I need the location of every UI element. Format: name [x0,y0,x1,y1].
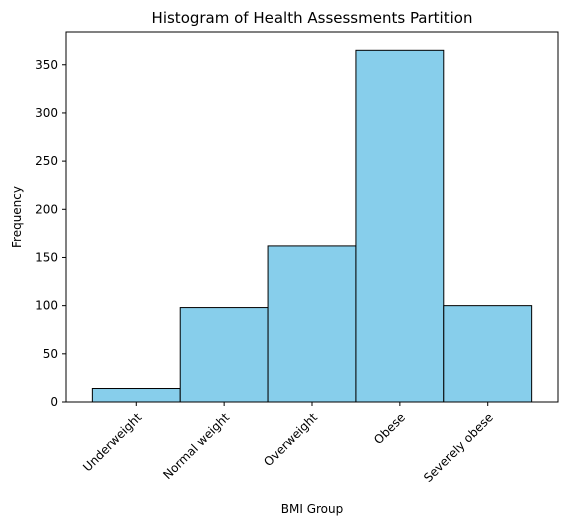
y-tick-label: 50 [43,347,58,361]
x-tick-label: Severely obese [421,410,496,485]
bars-layer [91,49,533,403]
y-tick-label: 350 [35,58,58,72]
y-tick-label: 300 [35,106,58,120]
y-tick-label: 250 [35,154,58,168]
bar-normal-weight [179,307,269,403]
x-axis-label: BMI Group [281,502,343,516]
x-tick-label: Obese [371,410,408,447]
x-tick-label: Normal weight [160,410,232,482]
y-tick-label: 200 [35,202,58,216]
y-tick-label: 150 [35,250,58,264]
bar-underweight [91,388,181,403]
y-axis-label: Frequency [10,186,24,248]
plot-frame [65,31,559,403]
y-tick-label: 0 [50,395,58,409]
y-tick-label: 100 [35,299,58,313]
bar-severely-obese [443,305,533,403]
y-axis-ticks: 0 50 100 150 200 250 300 350 [35,58,66,409]
x-axis-ticks: Underweight Normal weight Overweight Obese S… [80,402,496,485]
bar-overweight [267,245,357,403]
bar-obese [355,49,445,403]
x-tick-label: Overweight [261,410,320,469]
x-tick-label: Underweight [80,410,144,474]
chart-title: Histogram of Health Assessments Partitio… [152,9,473,27]
